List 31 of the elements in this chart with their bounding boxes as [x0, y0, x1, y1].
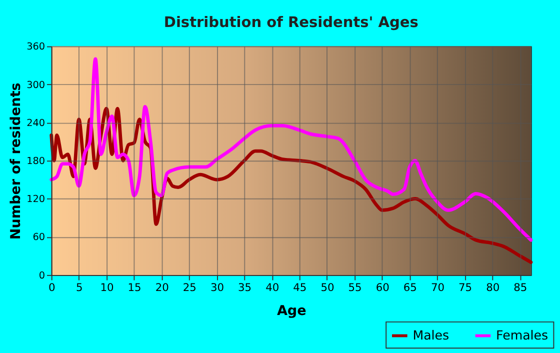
- x-tick-label: 75: [458, 280, 472, 294]
- x-tick-label: 20: [155, 280, 170, 294]
- y-tick-label: 60: [32, 232, 46, 244]
- x-tick-label: 80: [486, 280, 500, 294]
- x-tick-label: 40: [266, 280, 280, 294]
- x-tick-label: 55: [348, 280, 362, 294]
- y-tick-label: 300: [26, 80, 46, 91]
- x-tick-label: 50: [320, 280, 334, 294]
- x-tick-label: 45: [293, 280, 307, 294]
- x-tick-label: 10: [100, 280, 114, 294]
- legend-label: Females: [496, 328, 548, 343]
- x-tick-label: 25: [182, 280, 196, 294]
- y-axis-title: Number of residents: [8, 82, 24, 240]
- y-tick-label: 360: [26, 42, 46, 53]
- line-series: [50, 57, 533, 242]
- y-tick-label: 180: [26, 156, 46, 168]
- x-tick-label: 15: [128, 280, 142, 294]
- y-tick-label: 120: [26, 194, 46, 206]
- x-tick-label: 70: [430, 280, 445, 294]
- x-tick-label: 30: [210, 280, 224, 294]
- chart-title: Distribution of Residents' Ages: [164, 14, 418, 31]
- x-tick-label: 65: [403, 280, 417, 294]
- x-tick-label: 0: [48, 280, 56, 294]
- legend-label: Males: [412, 328, 450, 343]
- x-tick-label: 85: [514, 280, 528, 294]
- x-tick-label: 5: [76, 280, 83, 294]
- y-tick-label: 0: [38, 270, 46, 282]
- x-tick-label: 60: [376, 280, 390, 294]
- y-tick-label: 240: [26, 118, 46, 129]
- x-tick-label: 35: [238, 280, 252, 294]
- x-axis-title: Age: [276, 303, 306, 320]
